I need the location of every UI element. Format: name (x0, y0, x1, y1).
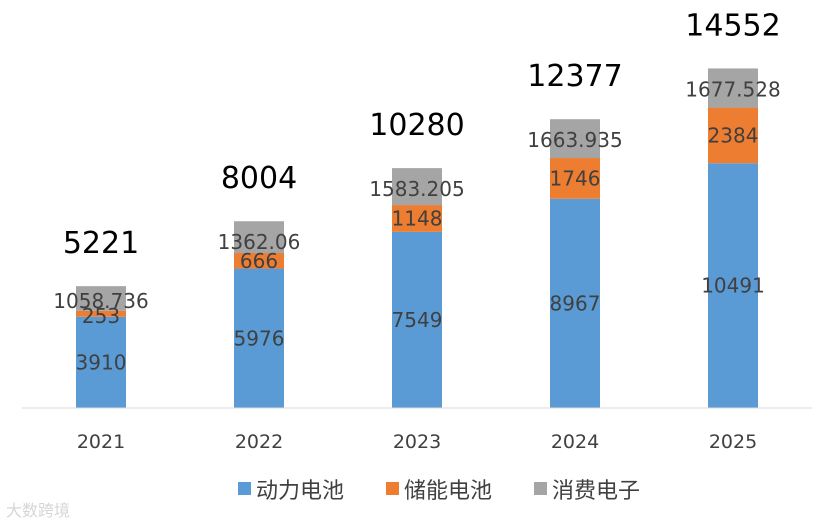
legend: 动力电池 储能电池 消费电子 (238, 479, 640, 504)
total-label-2025: 14552 (685, 8, 780, 43)
bar-segment-3-2023 (392, 168, 442, 206)
x-tick-label-2025: 2025 (709, 431, 757, 453)
data-label-2-2022: 666 (240, 249, 278, 273)
bar-segment-2-2021 (76, 310, 126, 317)
legend-label-1: 动力电池 (256, 479, 344, 504)
legend-swatch-2 (386, 482, 399, 495)
data-label-1-2023: 7549 (392, 308, 443, 332)
bar-segment-1-2023 (392, 231, 442, 408)
x-tick-label-2024: 2024 (551, 431, 599, 453)
total-label-2022: 8004 (221, 161, 297, 196)
x-tick-label-2021: 2021 (77, 431, 125, 453)
bar-segment-3-2021 (76, 286, 126, 311)
bar-segment-3-2024 (550, 119, 600, 159)
legend-label-2: 储能电池 (404, 479, 492, 504)
bar-segment-2-2024 (550, 158, 600, 199)
data-label-1-2024: 8967 (550, 291, 601, 315)
bar-segment-3-2025 (708, 68, 758, 108)
total-label-2021: 5221 (63, 226, 139, 261)
bar-segment-1-2025 (708, 163, 758, 408)
legend-swatch-3 (534, 482, 547, 495)
data-label-2-2021: 253 (82, 304, 120, 328)
data-label-3-2024: 1663.935 (527, 128, 622, 152)
x-tick-label-2023: 2023 (393, 431, 441, 453)
x-axis: 2021 2022 2023 2024 2025 (22, 407, 812, 453)
bar-segment-2-2022 (234, 253, 284, 269)
legend-label-3: 消费电子 (552, 479, 640, 504)
data-label-1-2021: 3910 (76, 350, 127, 374)
bar-segment-1-2024 (550, 198, 600, 408)
data-label-1-2022: 5976 (234, 326, 285, 350)
bar-segment-3-2022 (234, 221, 284, 254)
data-label-3-2025: 1677.528 (685, 77, 780, 101)
data-label-2-2025: 2384 (708, 123, 759, 147)
data-label-3-2022: 1362.06 (218, 230, 301, 254)
data-label-1-2025: 10491 (701, 274, 765, 298)
data-label-2-2023: 1148 (392, 206, 443, 230)
bar-segment-1-2021 (76, 316, 126, 408)
data-label-3-2021: 1058.736 (53, 289, 148, 313)
x-tick-label-2022: 2022 (235, 431, 283, 453)
data-label-3-2023: 1583.205 (369, 177, 464, 201)
data-label-2-2024: 1746 (550, 166, 601, 190)
watermark-text: 大数跨境 (6, 501, 71, 520)
total-label-2024: 12377 (527, 59, 622, 94)
bar-segment-2-2025 (708, 107, 758, 164)
legend-swatch-1 (238, 482, 251, 495)
total-label-2023: 10280 (369, 108, 464, 143)
bar-segment-1-2022 (234, 268, 284, 408)
bar-segment-2-2023 (392, 205, 442, 232)
